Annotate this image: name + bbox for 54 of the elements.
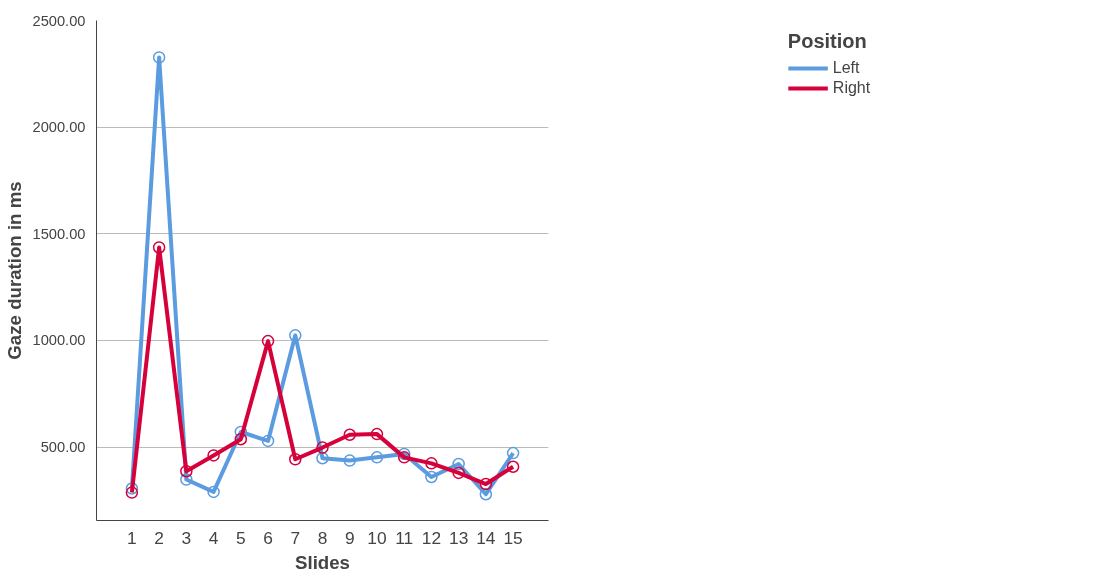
point [180,473,193,486]
x-tick-label: 2 [154,527,164,548]
legend-label: Left [832,59,860,77]
point [261,434,275,448]
point [452,457,465,471]
point [316,441,329,454]
y-tick-label: 1000.00 [32,332,86,349]
point [479,477,493,491]
x-tick-label: 13 [449,527,469,548]
legend-label: Right [832,79,871,97]
x-tick-label: 11 [395,527,414,548]
point [289,329,302,342]
point [152,241,166,254]
point [207,485,220,499]
point [180,464,193,478]
point [425,470,438,484]
point [370,427,384,441]
x-tick-label: 3 [181,527,192,548]
x-tick-label: 4 [208,527,219,548]
x-tick-label: 9 [344,527,355,548]
point [207,449,220,462]
point [397,451,411,464]
point [316,451,329,465]
point [452,466,465,480]
y-tick-label: 1500.00 [32,225,86,242]
y-tick-label: 2000.00 [32,119,86,136]
point [343,428,356,441]
x-tick-label: 12 [421,527,442,548]
x-tick-label: 5 [235,527,246,548]
y-tick-label: 500.00 [40,439,86,456]
point [479,488,493,501]
point [261,334,275,348]
x-tick-label: 1 [127,527,137,548]
point [125,482,139,495]
x-tick-label: 7 [290,527,301,548]
y-tick-label: 2500.00 [32,12,86,29]
point [234,432,248,446]
x-tick-label: 8 [317,527,328,548]
point [234,425,248,439]
legend-title: Position [787,30,868,53]
point [289,453,302,466]
x-tick-label: 6 [263,527,273,548]
x-tick-label: 14 [476,527,496,548]
point [125,486,139,499]
x-tick-label: 10 [367,527,387,548]
y-axis-title: Gaze duration in ms [3,181,25,360]
point [506,446,520,460]
point [506,460,520,473]
point [425,457,438,470]
point [370,451,384,464]
x-axis-title: Slides [295,551,350,573]
point [343,454,356,467]
point [152,51,166,64]
x-tick-label: 15 [503,527,523,548]
